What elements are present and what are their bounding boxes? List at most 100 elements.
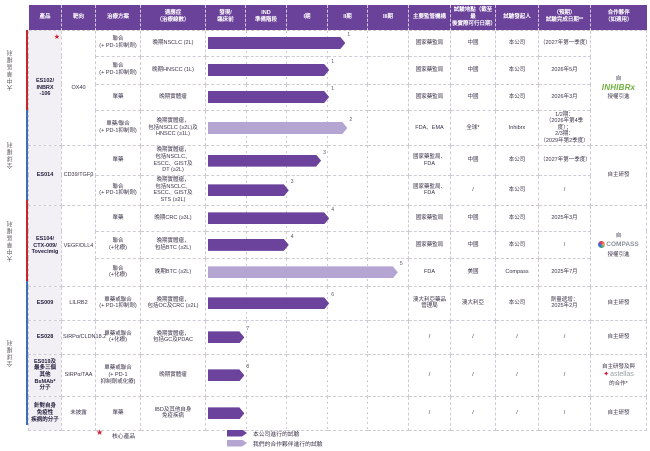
footnote-marker: 8 (246, 364, 250, 371)
stage-progress-cell: 8 (205, 353, 409, 397)
pipeline-row: 針對自身 免疫性 疾病的分子 未披露 單藥 IBD及其他自身 免疫疾病 / / / / 自主研發 (28, 395, 647, 431)
sponsor-cell: 本公司 (495, 230, 539, 259)
milestone-cell: / (538, 319, 591, 355)
target-cell: OX40 (61, 29, 96, 147)
astellas-logo-icon: ✦ (603, 371, 610, 379)
rights-bracket-label: 全球權利 (8, 141, 14, 169)
milestone-cell: 2025年3月 (538, 204, 591, 232)
pipeline-row: 聯合 (+化療) 晚期實體瘤， 包括BTC (≥2L) 4 國家藥監局 中國 本公司 / (29, 230, 647, 259)
phase-progress-bar (208, 184, 289, 196)
target-cell: CD39/TGFβ (61, 145, 96, 206)
stage-progress-cell: 7 (205, 319, 409, 355)
header-regulator: 主要監管機構 (408, 5, 451, 30)
phase-progress-bar (208, 239, 289, 251)
phase-progress-bar (208, 212, 329, 224)
pipeline-row: ES102/ INBRX -106 ★ OX40 聯合 (+ PD-1抑制劑) 晚期NS… (28, 29, 647, 147)
compass-logo: COMPASS (592, 241, 645, 251)
milestone-cell: 2025年7月 (538, 257, 591, 287)
header-stage-phase3: III期 (367, 5, 409, 30)
location-cell: 中國 (450, 29, 496, 57)
regulator-cell: 國家藥監局 (408, 204, 451, 232)
partner-cell: 自主研發及與 ✦astellas 的合作* (590, 353, 647, 397)
footnote-marker: 6 (331, 292, 334, 299)
rights-bracket-label: 大中華區權利 (8, 219, 14, 262)
header-milestone: （預期） 試驗完成日期** (538, 5, 591, 30)
milestone-cell: 劑量遞增： 2025年2月 (538, 285, 591, 321)
pipeline-row: ES009 LILRB2 單藥或聯合 (+ PD-1抑制劑) 晚期實體瘤， 包括OC及… (28, 285, 647, 321)
partner-pre-label: 自主研發及與 (601, 363, 635, 370)
pipeline-row: ES019及 最多三個 其他BsMAb* 分子 SIRPα/TAA 單藥或聯合 (+… (28, 353, 647, 397)
regimen-cell: 單藥 (95, 395, 141, 431)
regimen-cell: 單藥 (95, 204, 141, 232)
partner-cell: 自主研發 (590, 285, 647, 321)
sponsor-cell: / (495, 395, 539, 431)
footnote-marker: 4 (331, 207, 334, 214)
rights-bracket: 大中華區權利 (8, 30, 28, 110)
partner-pre-label: 自 (615, 75, 622, 82)
header-stage-phase1: I期 (286, 5, 328, 30)
regimen-cell: 單藥或聯合 (+ PD-1 抑制劑或化療) (95, 353, 141, 397)
stage-progress-cell: 1 (205, 83, 409, 111)
location-cell: 澳大利亞 (450, 285, 496, 321)
regimen-cell: 單藥 (95, 83, 141, 111)
pipeline-row: 聯合 (+ PD-1抑制劑) 晚期HNSCC (1L) 1 國家藥監局 中國 本公司 202… (29, 55, 647, 85)
header-sponsor: 試驗發起人 (495, 5, 539, 30)
sponsor-cell: 本公司 (495, 29, 539, 57)
compass-logo-label: COMPASS (606, 240, 639, 248)
product-cell: 針對自身 免疫性 疾病的分子 (28, 395, 62, 431)
indication-cell: 晚期實體瘤， 包括OC及CRC (≥2L) (140, 285, 206, 321)
inhibrx-logo: INHIBRx (592, 83, 645, 93)
pipeline-row: 聯合 (+化療) 晚期BTC (≥2L) 5 FDA 美國 Compass 2025年7月 (29, 257, 647, 287)
location-cell: 中國 (450, 145, 496, 176)
header-location: 試驗地點（截至最 後實際可行日期） (450, 5, 496, 30)
partner-cell: 自主研發 (590, 145, 647, 206)
header-partner: 合作夥伴 （如適用） (590, 5, 647, 30)
legend-core-product-label: 核心產品 (112, 434, 136, 440)
rights-bracket-line (26, 200, 28, 281)
sponsor-cell: 本公司 (495, 174, 539, 206)
pipeline-table: 產品 靶向 治療方案 適應症 （治療線數） 發現/ 臨床前 IND 準備階段 I… (28, 5, 647, 431)
phase-progress-bar (208, 369, 244, 381)
rights-bracket-line (26, 30, 28, 110)
regimen-cell: 單藥 (95, 145, 141, 176)
location-cell: 全球* (450, 109, 496, 147)
footnote-marker: 7 (246, 326, 250, 333)
footnote-marker: 5 (399, 261, 403, 268)
footnote-marker: 1 (347, 32, 351, 38)
regimen-cell: 聯合 (+化療) (95, 230, 141, 259)
sponsor-cell: / (495, 319, 539, 355)
stage-progress-cell (205, 395, 409, 431)
table-header-row: 產品 靶向 治療方案 適應症 （治療線數） 發現/ 臨床前 IND 準備階段 I… (28, 5, 647, 30)
stage-progress-cell: 4 (205, 204, 409, 232)
indication-cell: 晚期HNSCC (1L) (140, 55, 206, 85)
rights-bracket: 大中華區權利 (8, 200, 28, 281)
legend-label: 我們的合作夥伴進行的試驗 (253, 441, 323, 448)
partner-stack: 自主研發及與 ✦astellas 的合作* (592, 364, 645, 388)
phase-progress-bar (208, 64, 329, 76)
sponsor-cell: Compass (495, 257, 539, 287)
phase-progress-bar (208, 297, 329, 309)
stage-progress-cell: 1 (205, 55, 409, 85)
indication-cell: 晚期實體瘤， 包括NSCLC、 ESCC、GIST及 DT (≥2L) (140, 145, 206, 176)
product-cell: ES102/ INBRX -106 ★ (28, 29, 62, 147)
footnote-marker: 3 (290, 179, 294, 186)
product-cell: ES104/ CTX-009/ Tovecimig (28, 204, 62, 287)
product-cell: ES009 (28, 285, 62, 321)
regulator-cell: 國家藥監局 (408, 29, 451, 57)
phase-progress-bar (208, 266, 398, 278)
astellas-logo: ✦astellas (592, 371, 645, 379)
astellas-logo-text: ✦astellas (603, 371, 634, 378)
trial-legend: 本公司進行的試驗 我們的合作夥伴進行的試驗 (227, 428, 323, 448)
target-cell: SIRPα/TAA (61, 353, 96, 397)
stage-progress-cell: 1 (205, 29, 409, 57)
sponsor-cell: 本公司 (495, 145, 539, 176)
regulator-cell: FDA (408, 257, 451, 287)
phase-progress-bar (208, 407, 244, 419)
indication-cell: 晚期CRC (≥3L) (140, 204, 206, 232)
footnote-marker: 2 (349, 116, 353, 123)
regimen-cell: 聯合 (+化療) (95, 257, 141, 287)
milestone-cell: （2027年第一季度） (538, 29, 591, 57)
pipeline-row: 單藥/聯合 (+ PD-1抑制劑) 晚期實體瘤， 包括NSCLC (≥2L)及 H… (29, 109, 647, 147)
stage-progress-cell: 3 (205, 174, 409, 206)
